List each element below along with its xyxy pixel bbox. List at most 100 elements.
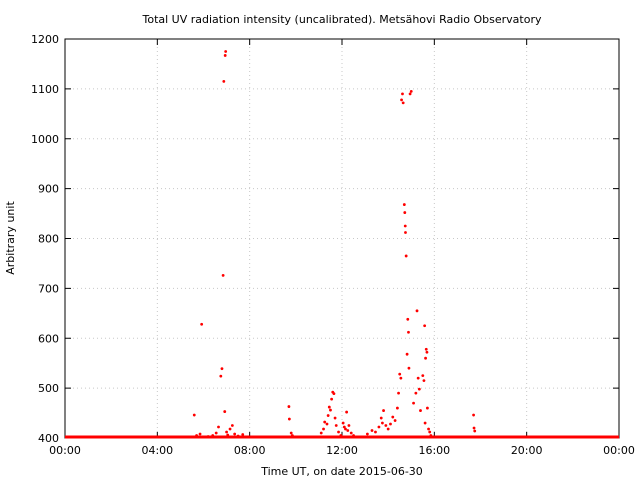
data-point bbox=[401, 101, 405, 105]
chart-title: Total UV radiation intensity (uncalibrat… bbox=[142, 13, 542, 26]
x-tick-label: 16:00 bbox=[418, 444, 450, 457]
data-point bbox=[397, 391, 400, 395]
data-point bbox=[427, 427, 430, 431]
data-point bbox=[290, 434, 294, 437]
data-point bbox=[398, 372, 402, 376]
data-point bbox=[386, 427, 390, 431]
data-point bbox=[382, 409, 385, 412]
data-point bbox=[345, 410, 349, 414]
data-points bbox=[65, 50, 619, 439]
data-point bbox=[419, 409, 422, 412]
data-point bbox=[222, 79, 226, 83]
data-point bbox=[322, 427, 325, 431]
data-point bbox=[404, 254, 408, 258]
data-point bbox=[344, 427, 347, 431]
data-point bbox=[211, 434, 215, 437]
data-point bbox=[223, 54, 227, 57]
data-point bbox=[230, 424, 234, 427]
data-point bbox=[347, 424, 351, 427]
data-point bbox=[349, 431, 353, 435]
data-point bbox=[473, 429, 477, 433]
data-point bbox=[195, 434, 198, 437]
x-tick-label: 00:00 bbox=[603, 444, 635, 457]
data-point bbox=[414, 391, 418, 395]
data-point bbox=[472, 426, 476, 430]
data-point bbox=[396, 406, 399, 410]
data-point bbox=[393, 419, 397, 422]
data-point bbox=[214, 431, 218, 435]
data-point bbox=[374, 430, 377, 434]
data-point bbox=[329, 408, 332, 412]
x-tick-label: 20:00 bbox=[511, 444, 543, 457]
data-point bbox=[333, 416, 337, 420]
data-point bbox=[405, 352, 409, 356]
data-point bbox=[384, 424, 388, 427]
data-point bbox=[236, 434, 240, 438]
data-point bbox=[422, 379, 426, 383]
data-point bbox=[289, 431, 293, 435]
data-point bbox=[423, 421, 427, 425]
y-tick-label: 900 bbox=[38, 183, 59, 196]
data-point bbox=[198, 432, 202, 436]
data-point bbox=[220, 367, 224, 371]
x-axis-label: Time UT, on date 2015-06-30 bbox=[260, 465, 423, 478]
data-point bbox=[326, 414, 330, 417]
data-point bbox=[219, 374, 223, 378]
data-point bbox=[406, 317, 410, 321]
data-point bbox=[319, 431, 323, 435]
y-tick-label: 500 bbox=[38, 382, 59, 395]
data-point bbox=[425, 350, 429, 354]
data-point bbox=[377, 425, 381, 429]
y-tick-label: 800 bbox=[38, 233, 59, 246]
data-point bbox=[426, 406, 429, 410]
data-point bbox=[401, 92, 404, 96]
y-tick-label: 1100 bbox=[31, 83, 59, 96]
data-point bbox=[365, 432, 369, 436]
data-point bbox=[325, 422, 329, 426]
data-point bbox=[233, 432, 237, 436]
data-point bbox=[404, 231, 407, 234]
data-point bbox=[428, 430, 432, 434]
data-point bbox=[389, 422, 392, 426]
data-point bbox=[224, 50, 228, 53]
data-point bbox=[412, 401, 415, 405]
x-tick-label: 04:00 bbox=[141, 444, 173, 457]
data-point bbox=[402, 203, 406, 206]
data-point bbox=[337, 430, 340, 434]
data-point bbox=[403, 224, 407, 228]
data-point bbox=[409, 89, 413, 93]
data-point bbox=[400, 98, 403, 102]
data-point bbox=[217, 425, 220, 429]
data-point bbox=[417, 387, 421, 391]
data-point bbox=[346, 429, 350, 432]
data-point bbox=[241, 433, 245, 436]
data-point bbox=[339, 434, 343, 437]
data-point bbox=[408, 92, 412, 96]
data-point bbox=[287, 405, 291, 408]
y-tick-label: 1000 bbox=[31, 133, 59, 146]
grid-lines bbox=[65, 39, 619, 438]
y-tick-label: 700 bbox=[38, 282, 59, 295]
y-axis-label: Arbitrary unit bbox=[4, 201, 17, 275]
x-tick-label: 08:00 bbox=[234, 444, 266, 457]
data-point bbox=[379, 416, 383, 420]
data-point bbox=[334, 424, 338, 427]
data-point bbox=[192, 413, 196, 417]
data-point bbox=[200, 322, 204, 326]
data-point bbox=[416, 376, 420, 380]
data-point bbox=[391, 415, 395, 419]
data-point bbox=[341, 421, 345, 425]
x-tick-label: 12:00 bbox=[326, 444, 358, 457]
data-point bbox=[472, 413, 475, 417]
data-point bbox=[228, 427, 232, 431]
data-point bbox=[423, 324, 427, 328]
data-point bbox=[407, 330, 410, 334]
data-point bbox=[221, 274, 225, 277]
data-point bbox=[370, 429, 374, 432]
data-point bbox=[403, 211, 407, 214]
y-tick-label: 1200 bbox=[31, 33, 59, 46]
data-point bbox=[424, 356, 427, 360]
data-point bbox=[399, 376, 403, 380]
axis-ticks: 400 500 600 700 800 900 1000 1100 1200 00:00 04:00… bbox=[31, 33, 635, 457]
